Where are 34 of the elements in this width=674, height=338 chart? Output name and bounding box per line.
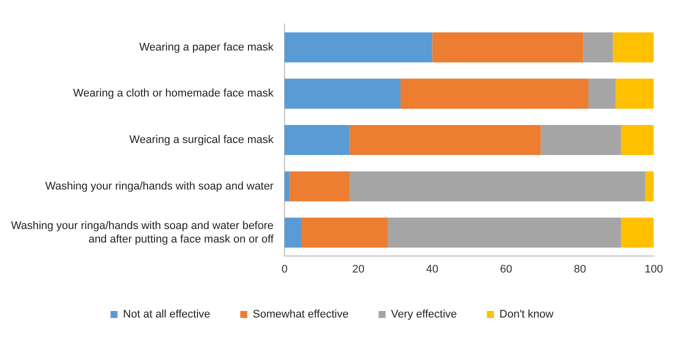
bar [620, 218, 654, 248]
x-tick-label: 100 [644, 263, 664, 276]
y-tick-label: Wearing a surgical face mask [129, 134, 274, 146]
bar [284, 218, 302, 248]
bar [645, 171, 654, 202]
bar [284, 124, 350, 156]
legend-label: Don't know [499, 308, 554, 321]
x-tick-label: 60 [500, 263, 512, 276]
bar [350, 124, 541, 156]
bar [284, 78, 400, 109]
bar [583, 32, 613, 62]
x-tick-label: 80 [574, 263, 586, 276]
y-tick-label: Washing your ringa/hands with soap and water [45, 180, 274, 192]
bar [350, 171, 646, 202]
bar [290, 171, 350, 202]
bar [302, 218, 388, 248]
bar [284, 32, 432, 62]
y-tick-label: Washing your ringa/hands with soap and water before and after putting a face mask on or off [10, 220, 274, 246]
legend-label: Very effective [391, 308, 457, 321]
y-tick-label: Wearing a cloth or homemade face mask [73, 88, 274, 100]
bar [612, 32, 654, 62]
bar [400, 78, 588, 109]
legend-label: Not at all effective [123, 308, 210, 321]
bar [616, 78, 654, 109]
y-tick-label: Wearing a paper face mask [139, 41, 274, 54]
bar [432, 32, 584, 62]
bar [388, 218, 621, 248]
x-tick-label: 20 [352, 263, 365, 276]
legend-label: Somewhat effective [252, 308, 349, 321]
bar [588, 78, 616, 109]
x-tick-label: 0 [281, 263, 288, 276]
x-tick-label: 40 [426, 263, 438, 276]
bar [540, 124, 621, 156]
bar [620, 124, 654, 156]
